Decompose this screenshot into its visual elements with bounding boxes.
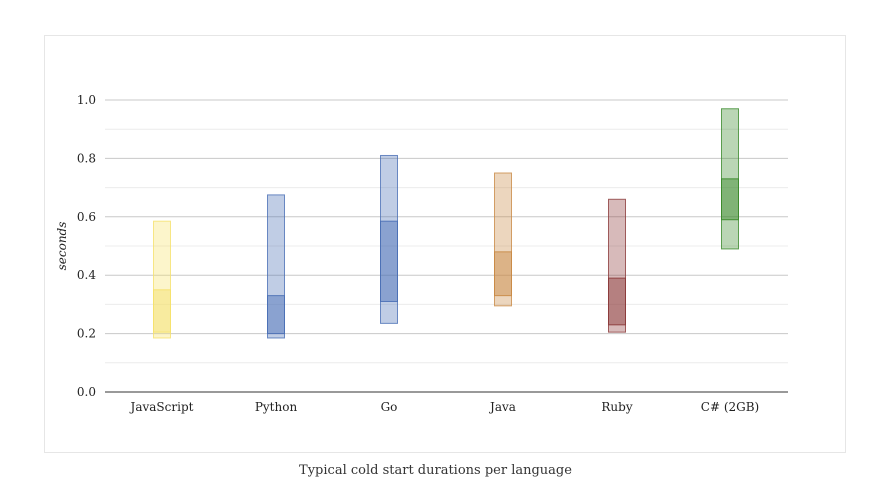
y-tick-label: 0.8 (77, 151, 96, 165)
y-tick-label: 1.0 (77, 93, 96, 107)
box-range (267, 194, 285, 339)
box-iqr (380, 220, 398, 302)
box-iqr (494, 251, 512, 297)
box-go (380, 154, 398, 324)
y-tick-label: 0.4 (77, 268, 96, 282)
grid-lines (105, 99, 788, 364)
box-iqr (267, 295, 285, 335)
y-tick-label: 0.6 (77, 210, 96, 224)
y-axis-ticks: 0.0 0.2 0.4 0.6 0.8 1.0 (77, 93, 96, 399)
x-category-label: Python (255, 400, 298, 414)
box-iqr (608, 277, 626, 326)
box-iqr (721, 178, 739, 221)
x-category-label: Go (381, 400, 398, 414)
chart-caption: Typical cold start durations per languag… (299, 463, 572, 478)
x-category-label: C# (2GB) (701, 400, 759, 414)
box-javascript (153, 220, 171, 339)
box-range (608, 198, 626, 333)
box-range (494, 172, 512, 307)
x-category-label: Java (488, 400, 516, 414)
chart-card (44, 35, 846, 453)
box-series (153, 108, 739, 339)
box-ruby (608, 198, 626, 333)
box-python (267, 194, 285, 339)
box-iqr (153, 289, 171, 333)
x-axis-categories: JavaScript Python Go Java Ruby C# (2GB) (129, 400, 760, 414)
x-category-label: JavaScript (129, 400, 194, 414)
y-axis-label: seconds (55, 222, 69, 271)
y-tick-label: 0.2 (77, 327, 96, 341)
box-range (153, 220, 171, 339)
box-java (494, 172, 512, 307)
x-category-label: Ruby (601, 400, 632, 414)
box-c-2gb- (721, 108, 739, 250)
y-tick-label: 0.0 (77, 385, 96, 399)
